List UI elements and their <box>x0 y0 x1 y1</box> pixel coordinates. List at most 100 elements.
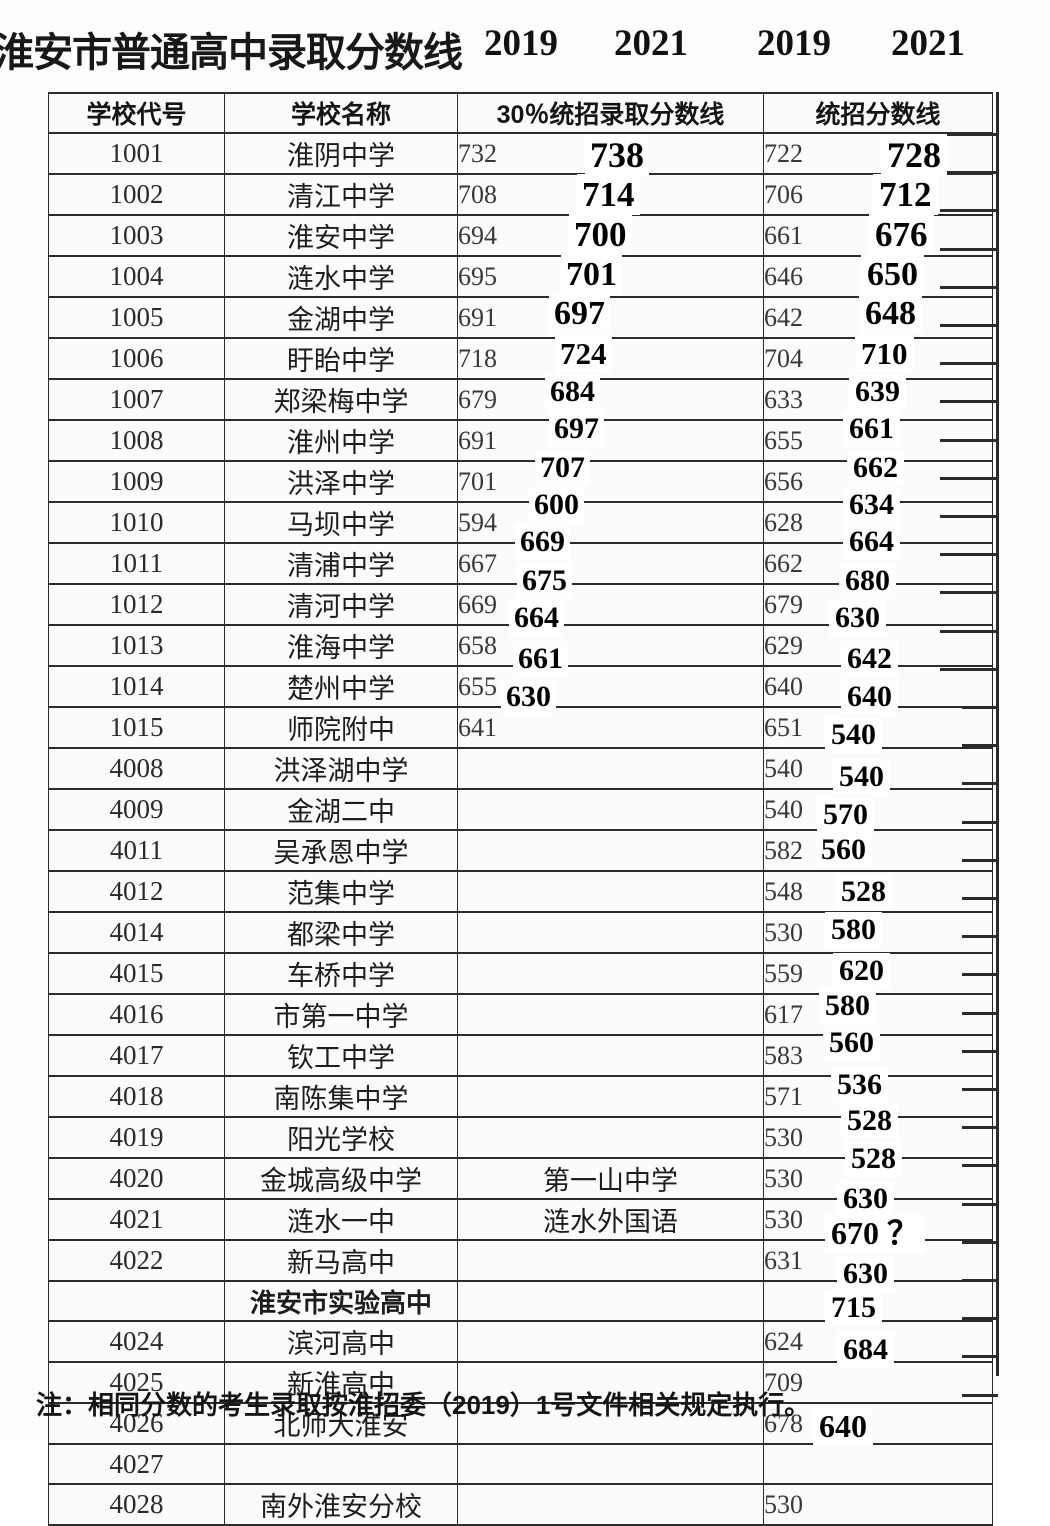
annotation-30pct-2021: 684 <box>545 374 600 411</box>
annotation-tongzhao-2021: 640 <box>841 678 898 715</box>
cell-30pct-2019: 669 <box>457 583 764 626</box>
row-divider-tick <box>940 476 998 480</box>
cell-school-code: 1014 <box>48 665 225 708</box>
row-divider-tick <box>940 247 998 251</box>
table-row: 4011 吴承恩中学 582 <box>48 829 993 872</box>
cell-school-code: 4008 <box>48 747 225 790</box>
table-row: 4020 金城高级中学 第一山中学 530 <box>48 1157 993 1200</box>
cell-school-code: 4027 <box>48 1443 225 1485</box>
annotation-tongzhao-2021: 536 <box>831 1066 888 1103</box>
cell-school-name <box>224 1443 458 1485</box>
annotation-tongzhao-2021: 528 <box>835 873 892 910</box>
annotation-30pct-2021: 701 <box>561 254 622 295</box>
annotation-30pct-2021: 700 <box>569 214 632 256</box>
annotation-tongzhao-2021: 661 <box>843 411 900 448</box>
cell-30pct-2019: 691 <box>457 296 764 339</box>
cell-30pct-2019 <box>457 1075 764 1118</box>
cell-school-code: 4011 <box>48 829 225 872</box>
row-divider-tick <box>962 782 998 786</box>
cell-30pct-2019 <box>457 1443 764 1485</box>
cell-30pct-2019: 658 <box>457 624 764 667</box>
cell-school-code: 4022 <box>48 1239 225 1282</box>
cell-school-name: 涟水中学 <box>224 255 458 298</box>
cell-school-code: 4020 <box>48 1157 225 1200</box>
cell-school-code: 4028 <box>48 1483 225 1526</box>
cell-school-code: 1003 <box>48 214 225 257</box>
cell-tongzhao-2019: 530 <box>763 1157 993 1200</box>
cell-school-name: 淮安市实验高中 <box>224 1280 458 1322</box>
cell-school-code: 1009 <box>48 460 225 503</box>
cell-school-name: 南陈集中学 <box>224 1075 458 1118</box>
annotation-tongzhao-2021: 630 <box>829 600 886 637</box>
cell-30pct-2019 <box>457 1361 764 1404</box>
column-header-school-code: 学校代号 <box>48 92 225 134</box>
cell-school-name: 市第一中学 <box>224 993 458 1036</box>
row-divider-tick <box>940 400 998 404</box>
cell-school-name: 师院附中 <box>224 706 458 749</box>
cell-school-code: 4017 <box>48 1034 225 1077</box>
cell-tongzhao-2019: 628 <box>763 501 993 544</box>
cell-school-code: 1005 <box>48 296 225 339</box>
cell-school-name: 车桥中学 <box>224 952 458 995</box>
column-header-30pct-line: 30％统招录取分数线 <box>457 92 764 134</box>
cell-school-code: 4012 <box>48 870 225 913</box>
cell-tongzhao-2019: 709 <box>763 1361 993 1404</box>
annotation-30pct-2021: 669 <box>515 524 570 560</box>
cell-school-code: 1002 <box>48 173 225 216</box>
annotation-tongzhao-2021: 630 <box>837 1181 894 1218</box>
cell-school-code: 4024 <box>48 1320 225 1363</box>
annotation-30pct-2021: 675 <box>517 563 572 600</box>
cell-30pct-2019 <box>457 911 764 954</box>
annotation-30pct-2021: 697 <box>549 293 610 334</box>
cell-school-name: 新淮高中 <box>224 1361 458 1404</box>
table-row: 4027 <box>48 1443 993 1485</box>
cell-30pct-2019 <box>457 1402 764 1445</box>
cell-school-name: 洪泽中学 <box>224 460 458 503</box>
cell-tongzhao-2019: 540 <box>763 788 993 831</box>
annotation-tongzhao-2021: 540 <box>833 759 890 796</box>
annotation-30pct-2021: 707 <box>535 449 590 486</box>
cell-30pct-2019 <box>457 747 764 790</box>
annotation-tongzhao-2021: 670 ？ <box>825 1213 926 1252</box>
cell-30pct-2019 <box>457 952 764 995</box>
cell-school-name: 吴承恩中学 <box>224 829 458 872</box>
cell-school-name: 涟水一中 <box>224 1198 458 1241</box>
annotation-30pct-2021: 724 <box>555 335 612 372</box>
row-divider-tick <box>962 1049 998 1053</box>
table-row: 1010 马坝中学 594 628 <box>48 501 993 544</box>
cell-tongzhao-2019: 530 <box>763 1483 993 1526</box>
table-row: 4026 北师大淮安 678 <box>48 1402 993 1445</box>
annotation-tongzhao-2021: 560 <box>823 1024 880 1061</box>
annotation-30pct-2021: 630 <box>501 678 556 715</box>
cell-school-name: 金湖中学 <box>224 296 458 339</box>
annotation-tongzhao-2021: 580 <box>819 988 876 1025</box>
cell-30pct-2019 <box>457 1320 764 1363</box>
cell-school-code: 4026 <box>48 1402 225 1445</box>
cell-school-name: 范集中学 <box>224 870 458 913</box>
annotation-tongzhao-2021: 630 <box>837 1255 894 1292</box>
annotation-30pct-2021: 600 <box>529 486 584 523</box>
cell-school-name: 滨河高中 <box>224 1320 458 1363</box>
row-divider-tick <box>962 935 998 939</box>
cell-school-code: 1001 <box>48 132 225 175</box>
row-divider-tick <box>940 324 998 327</box>
cell-30pct-2019 <box>457 1034 764 1077</box>
row-divider-tick <box>940 629 998 633</box>
cell-tongzhao-2019: 582 <box>763 829 993 872</box>
cell-school-name: 淮阴中学 <box>224 132 458 175</box>
table-row: 1003 淮安中学 694 661 <box>48 214 993 257</box>
table-row: 4024 滨河高中 624 <box>48 1320 993 1363</box>
cell-tongzhao-2019: 722 <box>763 132 993 175</box>
annotation-tongzhao-2021: 620 <box>833 953 890 990</box>
right-margin-rule <box>996 92 999 1376</box>
annotation-tongzhao-2021: 710 <box>855 335 914 372</box>
table-row: 4016 市第一中学 617 <box>48 993 993 1036</box>
table-row: 4009 金湖二中 540 <box>48 788 993 831</box>
row-divider-tick <box>940 667 998 671</box>
annotation-tongzhao-2021: 712 <box>873 174 938 216</box>
page-title: 淮安市普通高中录取分数线 <box>0 31 463 75</box>
cell-school-name: 洪泽湖中学 <box>224 747 458 790</box>
cell-30pct-2019 <box>457 1483 764 1526</box>
row-divider-tick <box>962 1317 998 1321</box>
annotation-30pct-2021: 664 <box>509 600 564 637</box>
